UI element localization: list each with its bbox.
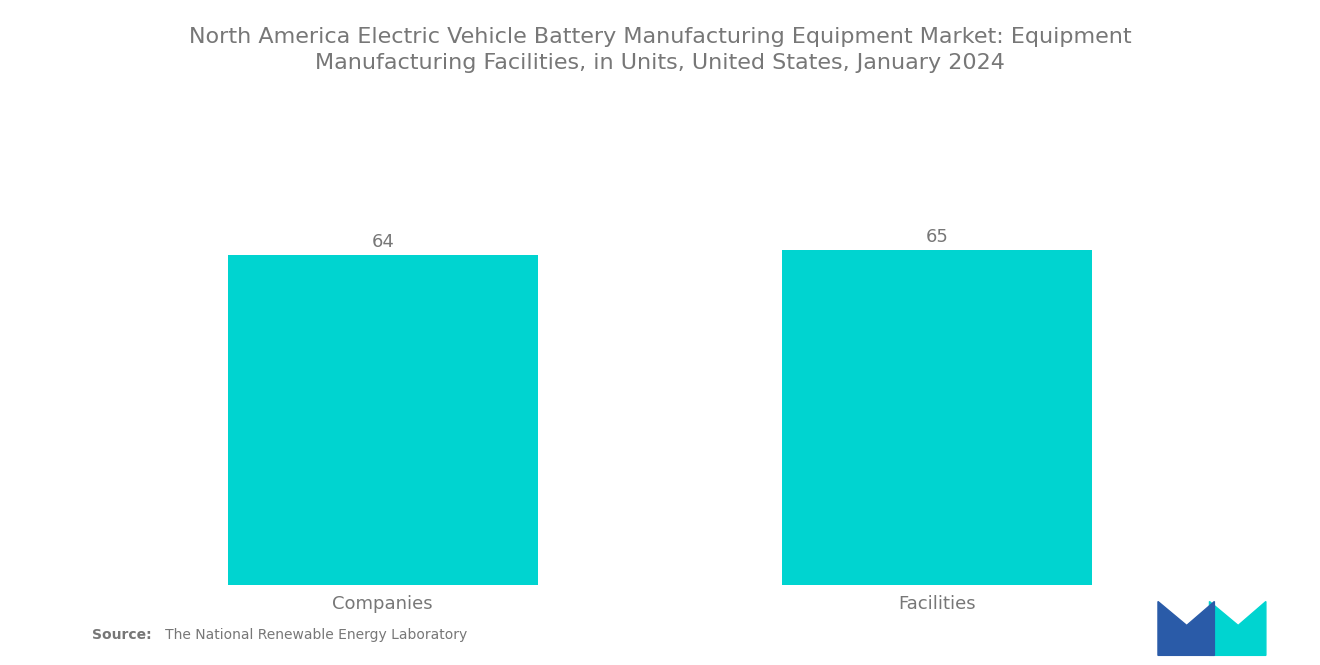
Text: Source:: Source: [92, 628, 152, 642]
Text: 65: 65 [925, 228, 949, 246]
Text: The National Renewable Energy Laboratory: The National Renewable Energy Laboratory [152, 628, 467, 642]
Text: North America Electric Vehicle Battery Manufacturing Equipment Market: Equipment: North America Electric Vehicle Battery M… [189, 27, 1131, 73]
Polygon shape [1209, 601, 1266, 656]
Bar [781, 250, 1093, 585]
Bar [227, 255, 539, 585]
Text: 64: 64 [371, 233, 395, 251]
Polygon shape [1158, 601, 1214, 656]
